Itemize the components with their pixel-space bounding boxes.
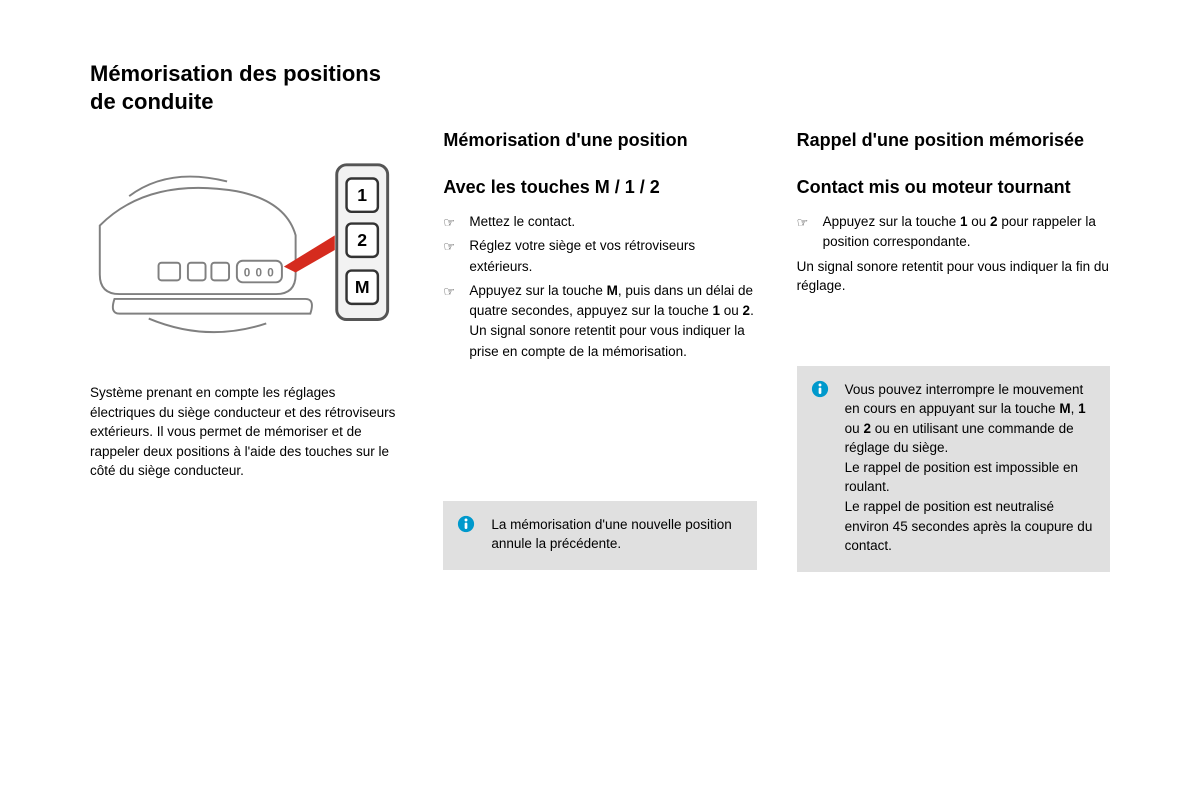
recall-steps: ☞ Appuyez sur la touche 1 ou 2 pour rapp… [797,212,1110,257]
step-item: ☞ Appuyez sur la touche M, puis dans un … [443,281,756,362]
memorize-title: Mémorisation d'une position [443,130,756,151]
pointer-icon: ☞ [443,237,455,257]
manual-page: Mémorisation des positions de conduite [90,60,1110,572]
memorize-steps: ☞ Mettez le contact. ☞ Réglez votre sièg… [443,212,756,366]
recall-after-text: Un signal sonore retentit pour vous indi… [797,257,1110,296]
column-left: Mémorisation des positions de conduite [90,60,403,572]
page-title: Mémorisation des positions de conduite [90,60,403,115]
step-text: Réglez votre siège et vos rétroviseurs e… [469,238,695,273]
step-text: Appuyez sur la touche M, puis dans un dé… [469,283,754,318]
info-note-memorize: La mémorisation d'une nouvelle position … [443,501,756,570]
svg-text:2: 2 [357,230,367,250]
svg-text:0: 0 [267,266,274,279]
info-text: Vous pouvez interrompre le mouvement en … [845,380,1094,556]
system-description: Système prenant en compte les réglages é… [90,383,403,481]
info-icon [811,380,829,398]
step-item: ☞ Appuyez sur la touche 1 ou 2 pour rapp… [797,212,1110,253]
info-icon [457,515,475,533]
pointer-icon: ☞ [443,282,455,302]
recall-title: Rappel d'une position mémorisée [797,130,1110,151]
memorize-subtitle: Avec les touches M / 1 / 2 [443,177,756,198]
step-text: Appuyez sur la touche 1 ou 2 pour rappel… [823,214,1096,249]
step-item: ☞ Réglez votre siège et vos rétroviseurs… [443,236,756,277]
column-middle: Mémorisation d'une position Avec les tou… [443,60,756,572]
info-text: La mémorisation d'une nouvelle position … [491,517,731,552]
pointer-icon: ☞ [443,213,455,233]
recall-subtitle: Contact mis ou moteur tournant [797,177,1110,198]
step-continuation: Un signal sonore retentit pour vous indi… [469,321,756,362]
step-item: ☞ Mettez le contact. [443,212,756,232]
seat-memory-illustration: 0 0 0 1 2 M [90,135,403,365]
pointer-arrow-icon [284,235,335,272]
column-right: Rappel d'une position mémorisée Contact … [797,60,1110,572]
seat-diagram-svg: 0 0 0 1 2 M [90,135,403,365]
svg-text:M: M [355,277,370,297]
info-note-recall: Vous pouvez interrompre le mouvement en … [797,366,1110,572]
svg-text:0: 0 [244,266,251,279]
svg-text:1: 1 [357,185,367,205]
pointer-icon: ☞ [797,213,809,233]
svg-text:0: 0 [255,266,262,279]
step-text: Mettez le contact. [469,214,575,229]
